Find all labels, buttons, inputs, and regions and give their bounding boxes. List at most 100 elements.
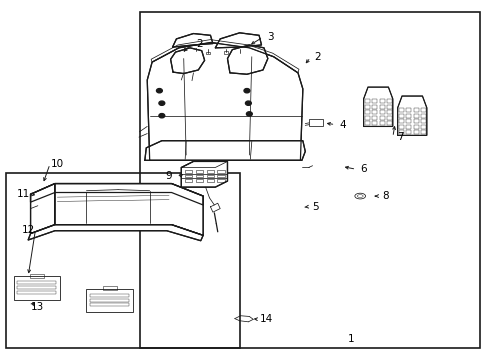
Polygon shape [147, 42, 302, 160]
Polygon shape [30, 184, 55, 234]
Bar [237, 52, 242, 54]
Bar [185, 170, 192, 173]
Circle shape [159, 113, 164, 118]
Bar [196, 179, 203, 182]
Bar [6, 173, 239, 348]
Bar [196, 170, 203, 173]
Bar [196, 175, 203, 177]
Bar [386, 105, 391, 109]
Bar [420, 125, 425, 129]
Bar [386, 121, 391, 125]
Polygon shape [55, 184, 203, 235]
Bar [420, 130, 425, 134]
Text: 1: 1 [347, 334, 354, 344]
Bar [398, 130, 403, 134]
Bar [140, 12, 479, 348]
Bar [386, 99, 391, 103]
Circle shape [156, 89, 162, 93]
Text: 9: 9 [165, 171, 172, 181]
Bar [308, 119, 322, 126]
Bar [86, 289, 132, 312]
Bar [206, 170, 213, 173]
Bar [398, 119, 403, 123]
Bar [406, 130, 410, 134]
Text: 10: 10 [51, 159, 64, 169]
Polygon shape [397, 96, 426, 135]
Text: 5: 5 [311, 202, 318, 212]
Text: 11: 11 [17, 189, 30, 199]
Text: 3: 3 [266, 32, 273, 42]
Bar [181, 51, 186, 53]
Text: 6: 6 [360, 164, 366, 174]
Circle shape [159, 101, 164, 105]
Bar [185, 175, 192, 177]
Bar [379, 110, 384, 114]
Bar [185, 179, 192, 182]
Bar [90, 303, 128, 306]
Bar [90, 294, 128, 297]
Polygon shape [144, 141, 305, 160]
Bar [205, 52, 210, 54]
Polygon shape [215, 33, 261, 48]
Bar [217, 179, 224, 182]
Text: 2: 2 [314, 53, 321, 63]
Bar [386, 116, 391, 120]
Text: 12: 12 [21, 225, 35, 235]
Bar [372, 105, 376, 109]
Bar [413, 119, 418, 123]
Text: 2: 2 [196, 39, 203, 49]
Bar [398, 114, 403, 118]
Polygon shape [170, 48, 204, 73]
Bar [398, 125, 403, 129]
Bar [379, 105, 384, 109]
Polygon shape [363, 87, 392, 126]
Bar [90, 298, 128, 302]
Bar [372, 121, 376, 125]
Bar [413, 108, 418, 112]
Bar [386, 110, 391, 114]
Bar [18, 291, 56, 294]
Text: 14: 14 [259, 314, 272, 324]
Bar [372, 99, 376, 103]
Bar [217, 170, 224, 173]
Polygon shape [30, 184, 203, 205]
Bar [379, 116, 384, 120]
Bar [365, 99, 369, 103]
Polygon shape [181, 161, 227, 187]
Bar [413, 130, 418, 134]
Bar [206, 175, 213, 177]
Bar [18, 286, 56, 289]
Bar [14, 276, 60, 300]
Bar [379, 99, 384, 103]
Bar [193, 51, 198, 53]
Bar [365, 116, 369, 120]
Bar [18, 281, 56, 284]
Ellipse shape [354, 193, 365, 199]
Circle shape [246, 112, 252, 116]
Circle shape [245, 101, 251, 105]
Bar [406, 108, 410, 112]
Bar [406, 119, 410, 123]
Text: 13: 13 [31, 302, 44, 312]
Bar [372, 116, 376, 120]
Bar [379, 121, 384, 125]
Bar [217, 175, 224, 177]
Bar [406, 125, 410, 129]
Bar [420, 108, 425, 112]
Polygon shape [172, 33, 212, 47]
Text: 8: 8 [382, 191, 388, 201]
Bar [102, 287, 116, 290]
Bar [30, 274, 43, 278]
Bar [365, 110, 369, 114]
Bar [365, 105, 369, 109]
Polygon shape [28, 225, 203, 241]
Bar [413, 114, 418, 118]
Bar [420, 119, 425, 123]
Bar [406, 114, 410, 118]
Circle shape [244, 89, 249, 93]
Bar [413, 125, 418, 129]
Text: 7: 7 [396, 132, 403, 142]
Text: 4: 4 [339, 120, 346, 130]
Bar [223, 51, 228, 54]
Bar [420, 114, 425, 118]
